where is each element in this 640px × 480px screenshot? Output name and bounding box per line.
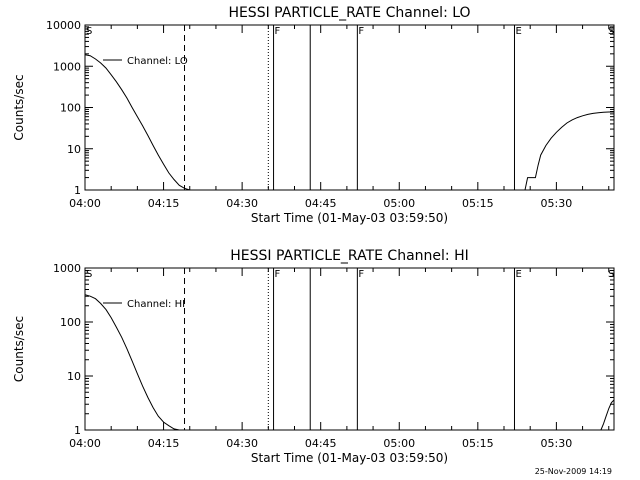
hi-annotation-label-7: S xyxy=(608,269,614,280)
hi-x-tick-label: 05:15 xyxy=(462,437,494,450)
lo-series-line-0-1 xyxy=(519,111,614,191)
lo-x-tick-label: 04:30 xyxy=(226,197,258,210)
lo-annotation-label-0: S xyxy=(86,26,92,37)
lo-channel-panel: HESSI PARTICLE_RATE Channel: LO Start Tim… xyxy=(12,5,615,225)
hi-y-tick-label: 100 xyxy=(60,316,81,329)
hi-series-line-0-0 xyxy=(84,294,180,431)
hi-y-tick-label: 1 xyxy=(74,424,81,437)
hi-x-tick-label: 04:30 xyxy=(226,437,258,450)
lo-x-tick-label: 05:30 xyxy=(541,197,573,210)
footer-timestamp: 25-Nov-2009 14:19 xyxy=(535,467,612,476)
hi-annotation-label-6: E xyxy=(515,269,521,280)
hi-y-tick-label: 1000 xyxy=(53,262,81,275)
lo-y-tick-label: 1 xyxy=(74,184,81,197)
lo-annotation-label-3: F xyxy=(275,26,281,37)
hi-channel-panel: HESSI PARTICLE_RATE Channel: HI Start Tim… xyxy=(12,248,615,465)
lo-x-tick-label: 05:15 xyxy=(462,197,494,210)
lo-y-tick-label: 100 xyxy=(60,102,81,115)
hi-legend-label: Channel: HI xyxy=(127,299,185,310)
hi-x-tick-label: 04:45 xyxy=(305,437,337,450)
hi-x-tick-label: 04:00 xyxy=(69,437,101,450)
lo-annotation-label-5: F xyxy=(358,26,364,37)
lo-x-tick-label: 04:15 xyxy=(148,197,180,210)
lo-series-line-0-0 xyxy=(84,54,190,191)
lo-legend-label: Channel: LO xyxy=(127,56,188,67)
lo-x-tick-label: 05:00 xyxy=(383,197,415,210)
hi-y-axis-label: Counts/sec xyxy=(12,316,26,382)
hi-annotation-label-0: S xyxy=(86,269,92,280)
lo-y-tick-label: 1000 xyxy=(53,60,81,73)
lo-y-axis-label: Counts/sec xyxy=(12,74,26,140)
hi-x-tick-label: 05:00 xyxy=(383,437,415,450)
lo-y-tick-label: 10000 xyxy=(46,19,81,32)
hi-chart-title: HESSI PARTICLE_RATE Channel: HI xyxy=(230,248,468,264)
lo-x-tick-label: 04:45 xyxy=(305,197,337,210)
lo-annotation-label-6: E xyxy=(515,26,521,37)
lo-annotation-label-7: S xyxy=(608,26,614,37)
lo-x-tick-label: 04:00 xyxy=(69,197,101,210)
hi-annotation-label-3: F xyxy=(275,269,281,280)
hi-annotation-label-5: F xyxy=(358,269,364,280)
hi-x-axis-label: Start Time (01-May-03 03:59:50) xyxy=(251,451,448,465)
hi-series-line-0-1 xyxy=(600,399,615,431)
lo-y-tick-label: 10 xyxy=(67,143,81,156)
lo-chart-title: HESSI PARTICLE_RATE Channel: LO xyxy=(228,5,470,21)
hi-x-tick-label: 04:15 xyxy=(148,437,180,450)
lo-x-axis-label: Start Time (01-May-03 03:59:50) xyxy=(251,211,448,225)
hi-y-tick-label: 10 xyxy=(67,370,81,383)
hi-x-tick-label: 05:30 xyxy=(541,437,573,450)
